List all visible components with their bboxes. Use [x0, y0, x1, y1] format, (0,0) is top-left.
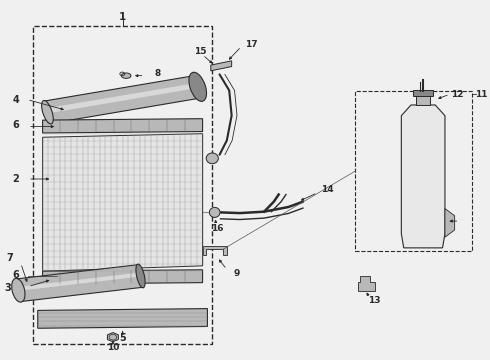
Text: 13: 13	[368, 296, 381, 305]
Polygon shape	[202, 246, 227, 255]
Text: 8: 8	[154, 69, 161, 78]
Bar	[355, 91, 471, 251]
Text: 6: 6	[13, 270, 19, 280]
Polygon shape	[18, 273, 141, 291]
Text: 12: 12	[451, 90, 464, 99]
Ellipse shape	[122, 73, 131, 78]
Polygon shape	[107, 333, 119, 342]
Text: 14: 14	[321, 185, 334, 194]
Text: 1: 1	[119, 13, 126, 22]
Polygon shape	[445, 208, 455, 237]
Ellipse shape	[209, 207, 220, 217]
Polygon shape	[43, 119, 202, 133]
Ellipse shape	[12, 278, 25, 302]
Text: 17: 17	[245, 40, 257, 49]
Text: 11: 11	[475, 90, 488, 99]
Text: 10: 10	[107, 343, 119, 352]
Polygon shape	[38, 309, 207, 328]
Bar	[416, 96, 430, 105]
Text: 5: 5	[119, 333, 126, 343]
Polygon shape	[44, 76, 201, 123]
Polygon shape	[16, 265, 143, 302]
Ellipse shape	[42, 100, 53, 124]
Text: 2: 2	[13, 174, 19, 184]
Text: 7: 7	[6, 253, 13, 264]
Text: 4: 4	[13, 95, 19, 104]
Ellipse shape	[206, 153, 219, 164]
Text: 6: 6	[13, 120, 19, 130]
Ellipse shape	[189, 72, 206, 102]
Polygon shape	[358, 276, 375, 291]
Polygon shape	[46, 83, 198, 113]
Text: 3: 3	[4, 283, 11, 293]
Polygon shape	[43, 270, 202, 284]
Bar	[33, 26, 212, 344]
Polygon shape	[43, 134, 202, 271]
Polygon shape	[401, 105, 445, 248]
Text: 16: 16	[211, 224, 223, 233]
Text: 15: 15	[194, 47, 206, 56]
Bar	[414, 90, 433, 96]
Ellipse shape	[136, 264, 145, 288]
Text: 9: 9	[233, 269, 240, 278]
Polygon shape	[211, 61, 232, 71]
